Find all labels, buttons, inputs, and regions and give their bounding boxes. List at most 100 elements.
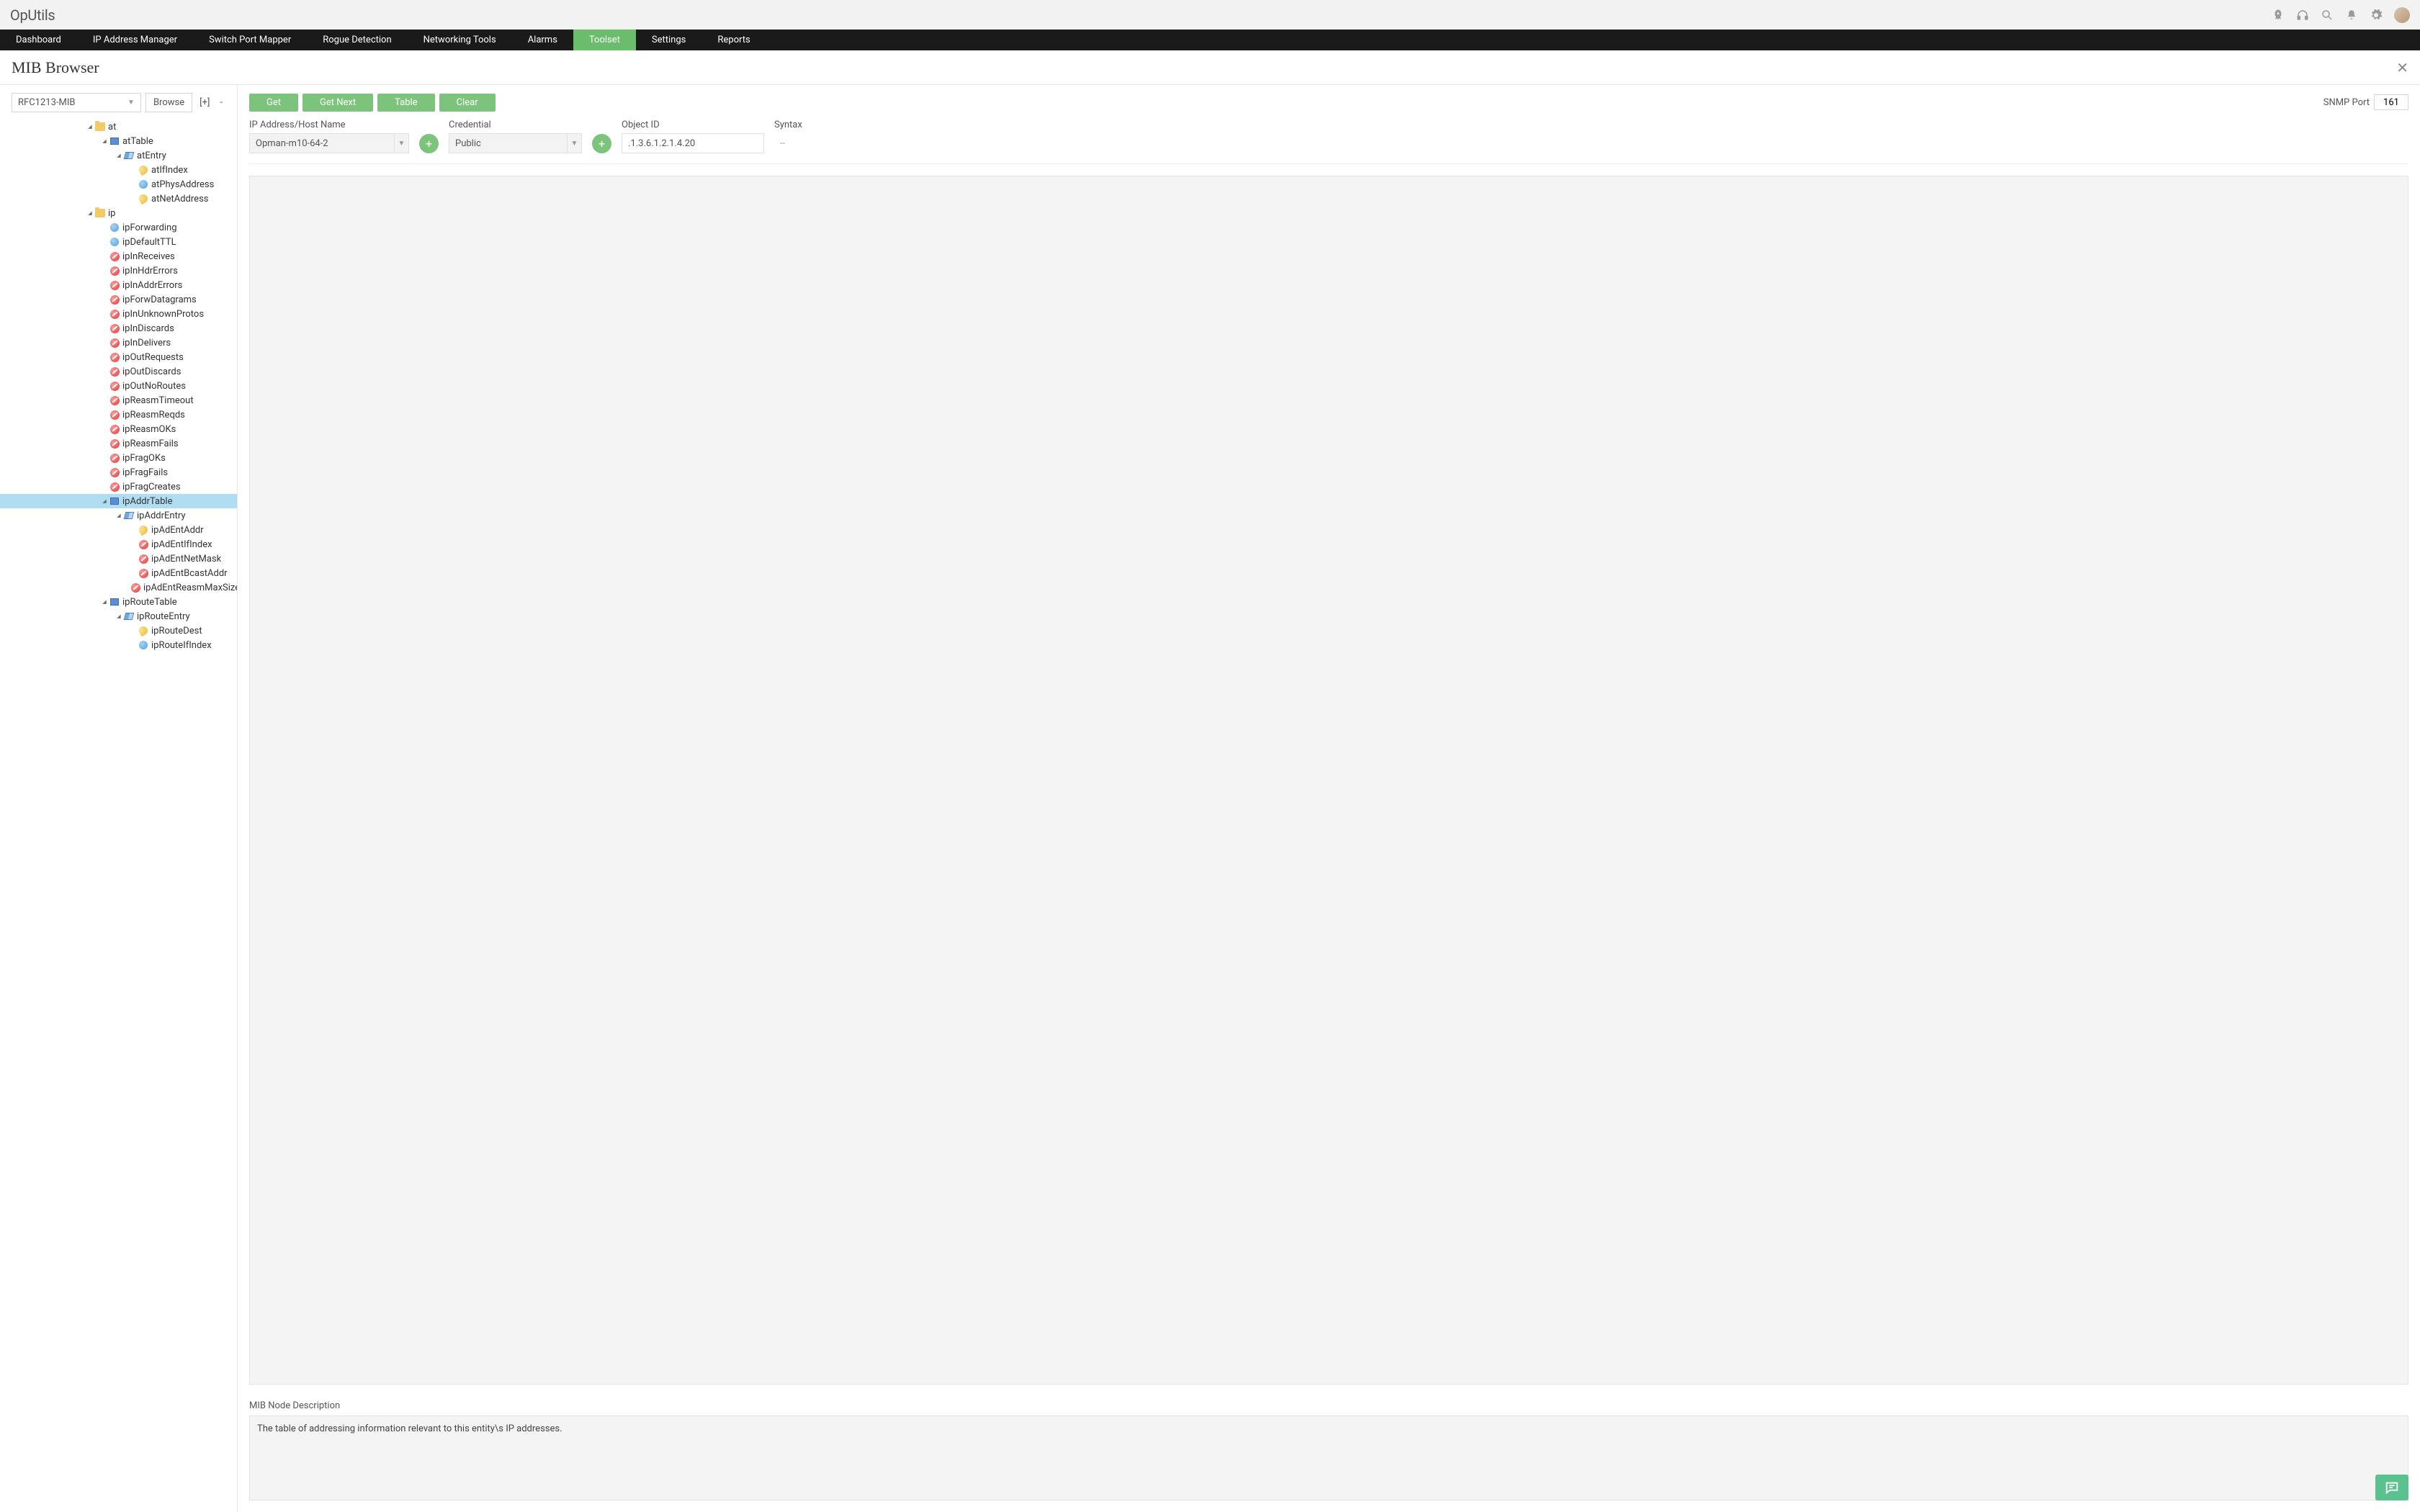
mib-select[interactable]: RFC1213-MIB ▼ bbox=[12, 93, 141, 112]
tree-node[interactable]: ipFragOKs bbox=[0, 451, 237, 465]
sidebar: RFC1213-MIB ▼ Browse [+] - ◢at◢atTable◢a… bbox=[0, 85, 238, 1512]
tree-node[interactable]: atIfIndex bbox=[0, 163, 237, 177]
tree-toggle-icon[interactable]: ◢ bbox=[115, 513, 122, 518]
get-button[interactable]: Get bbox=[249, 94, 298, 112]
mib-tree[interactable]: ◢at◢atTable◢atEntryatIfIndexatPhysAddres… bbox=[0, 120, 237, 1512]
headset-icon[interactable] bbox=[2296, 9, 2309, 22]
tree-toggle-icon[interactable]: ◢ bbox=[86, 210, 94, 216]
tree-node-label: ipOutDiscards bbox=[122, 366, 181, 377]
syntax-value-box: -- bbox=[774, 133, 2408, 153]
get-next-button[interactable]: Get Next bbox=[302, 94, 373, 112]
red-icon bbox=[109, 482, 120, 492]
tree-node[interactable]: ◢atTable bbox=[0, 134, 237, 148]
bell-icon[interactable] bbox=[2345, 9, 2358, 22]
search-icon[interactable] bbox=[2321, 9, 2334, 22]
red-icon bbox=[109, 352, 120, 362]
mib-select-row: RFC1213-MIB ▼ Browse [+] - bbox=[0, 85, 237, 120]
tree-node[interactable]: ipRouteDest bbox=[0, 624, 237, 638]
tree-node[interactable]: ipRouteIfIndex bbox=[0, 638, 237, 652]
red-icon bbox=[109, 309, 120, 319]
tree-node[interactable]: ipReasmTimeout bbox=[0, 393, 237, 408]
tree-node-label: ipForwarding bbox=[122, 222, 177, 233]
tree-node[interactable]: ipAdEntBcastAddr bbox=[0, 566, 237, 580]
nav-item-alarms[interactable]: Alarms bbox=[512, 30, 573, 50]
tree-node[interactable]: ipAdEntNetMask bbox=[0, 552, 237, 566]
expand-all-button[interactable]: [+] bbox=[197, 97, 212, 108]
tree-node[interactable]: ipInAddrErrors bbox=[0, 278, 237, 292]
syntax-field: Syntax -- bbox=[774, 120, 2408, 153]
snmp-port-label: SNMP Port bbox=[2323, 97, 2370, 108]
tree-toggle-icon[interactable]: ◢ bbox=[86, 124, 94, 130]
tree-node[interactable]: ◢at bbox=[0, 120, 237, 134]
tree-node[interactable]: ipInUnknownProtos bbox=[0, 307, 237, 321]
tree-node[interactable]: ipDefaultTTL bbox=[0, 235, 237, 249]
gear-icon[interactable] bbox=[2370, 9, 2383, 22]
tree-node-label: ipDefaultTTL bbox=[122, 237, 176, 248]
tree-node[interactable]: ipFragCreates bbox=[0, 480, 237, 494]
nav-item-ip-address-manager[interactable]: IP Address Manager bbox=[77, 30, 193, 50]
tree-toggle-icon[interactable]: ◢ bbox=[115, 153, 122, 158]
tree-node[interactable]: ipFragFails bbox=[0, 465, 237, 480]
tree-toggle-icon[interactable]: ◢ bbox=[115, 613, 122, 619]
snmp-port-input[interactable] bbox=[2374, 94, 2408, 110]
tree-node-label: atEntry bbox=[137, 150, 166, 161]
tree-node[interactable]: ipForwDatagrams bbox=[0, 292, 237, 307]
tree-node[interactable]: ◢ipRouteEntry bbox=[0, 609, 237, 624]
tree-node-label: ipForwDatagrams bbox=[122, 294, 197, 305]
tree-node[interactable]: ipInReceives bbox=[0, 249, 237, 264]
red-icon bbox=[109, 294, 120, 305]
tree-node[interactable]: ◢ip bbox=[0, 206, 237, 220]
nav-item-dashboard[interactable]: Dashboard bbox=[0, 30, 77, 50]
add-ip-button[interactable]: + bbox=[419, 134, 439, 153]
tree-node[interactable]: atPhysAddress bbox=[0, 177, 237, 192]
tree-node[interactable]: ◢ipAddrTable bbox=[0, 494, 237, 508]
red-icon bbox=[109, 438, 120, 449]
nav-item-settings[interactable]: Settings bbox=[636, 30, 702, 50]
tree-node[interactable]: ◢ipAddrEntry bbox=[0, 508, 237, 523]
key-icon bbox=[138, 194, 148, 204]
tree-node[interactable]: atNetAddress bbox=[0, 192, 237, 206]
table-button[interactable]: Table bbox=[377, 94, 434, 112]
chevron-down-icon: ▼ bbox=[394, 134, 408, 153]
tree-node[interactable]: ipOutDiscards bbox=[0, 364, 237, 379]
tree-node[interactable]: ipForwarding bbox=[0, 220, 237, 235]
rocket-icon[interactable] bbox=[2272, 9, 2285, 22]
tree-node[interactable]: ipAdEntReasmMaxSize bbox=[0, 580, 237, 595]
tree-node[interactable]: ipReasmOKs bbox=[0, 422, 237, 436]
nav-item-reports[interactable]: Reports bbox=[702, 30, 766, 50]
tree-toggle-icon[interactable]: ◢ bbox=[101, 498, 108, 504]
tree-node[interactable]: ipOutNoRoutes bbox=[0, 379, 237, 393]
nav-item-toolset[interactable]: Toolset bbox=[573, 30, 636, 50]
add-ip-wrap: + bbox=[419, 120, 439, 153]
ip-select[interactable]: Opman-m10-64-2 ▼ bbox=[249, 133, 409, 153]
tree-node[interactable]: ipReasmFails bbox=[0, 436, 237, 451]
oid-input[interactable]: .1.3.6.1.2.1.4.20 bbox=[622, 133, 764, 153]
tree-node-label: ipReasmFails bbox=[122, 438, 179, 449]
collapse-all-button[interactable]: - bbox=[217, 97, 225, 108]
chat-fab[interactable] bbox=[2375, 1475, 2408, 1500]
tree-toggle-icon[interactable]: ◢ bbox=[101, 599, 108, 605]
avatar[interactable] bbox=[2394, 7, 2410, 23]
browse-button[interactable]: Browse bbox=[145, 93, 192, 112]
nav-item-networking-tools[interactable]: Networking Tools bbox=[408, 30, 512, 50]
add-credential-button[interactable]: + bbox=[592, 134, 611, 153]
nav-item-switch-port-mapper[interactable]: Switch Port Mapper bbox=[193, 30, 307, 50]
nav-item-rogue-detection[interactable]: Rogue Detection bbox=[307, 30, 407, 50]
credential-select[interactable]: Public ▼ bbox=[449, 133, 582, 153]
close-icon[interactable]: ✕ bbox=[2396, 59, 2408, 76]
tree-node[interactable]: ipOutRequests bbox=[0, 350, 237, 364]
add-credential-wrap: + bbox=[592, 120, 611, 153]
red-icon bbox=[109, 338, 120, 348]
brand-title: OpUtils bbox=[10, 6, 55, 24]
tree-node[interactable]: ipReasmReqds bbox=[0, 408, 237, 422]
clear-button[interactable]: Clear bbox=[439, 94, 496, 112]
tree-toggle-icon[interactable]: ◢ bbox=[101, 138, 108, 144]
tree-node[interactable]: ipAdEntIfIndex bbox=[0, 537, 237, 552]
tree-node[interactable]: ipAdEntAddr bbox=[0, 523, 237, 537]
tree-node[interactable]: ipInDelivers bbox=[0, 336, 237, 350]
tree-node[interactable]: ◢ipRouteTable bbox=[0, 595, 237, 609]
tree-node[interactable]: ◢ atEntry bbox=[0, 148, 237, 163]
tree-node-label: ipAdEntAddr bbox=[151, 525, 204, 536]
tree-node[interactable]: ipInHdrErrors bbox=[0, 264, 237, 278]
tree-node[interactable]: ipInDiscards bbox=[0, 321, 237, 336]
